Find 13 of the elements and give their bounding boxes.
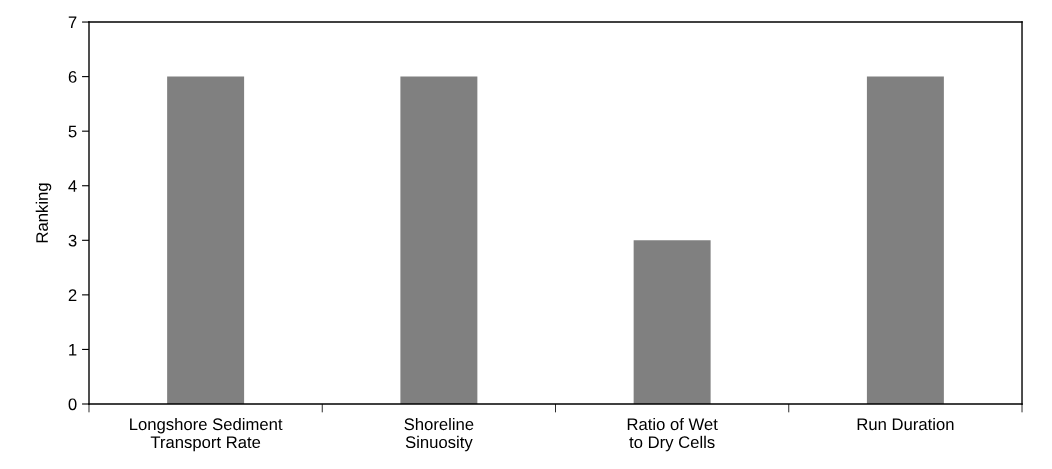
x-tick-label: Longshore Sediment Transport Rate: [130, 417, 283, 452]
y-axis-title: Ranking: [35, 183, 52, 243]
x-tick-label: Shoreline Sinuosity: [404, 417, 474, 452]
y-tick-label: 0: [68, 398, 77, 411]
y-tick-label: 5: [68, 125, 77, 138]
y-tick-label: 3: [68, 234, 77, 247]
y-tick-label: 2: [68, 289, 77, 301]
x-tick-label: Ratio of Wet to Dry Cells: [627, 417, 718, 452]
y-tick-label: 7: [68, 16, 77, 29]
y-tick-label: 1: [69, 344, 77, 356]
x-tick-label: Run Duration: [857, 417, 954, 431]
y-tick-label: 6: [68, 71, 77, 83]
y-tick-label: 4: [68, 180, 77, 192]
